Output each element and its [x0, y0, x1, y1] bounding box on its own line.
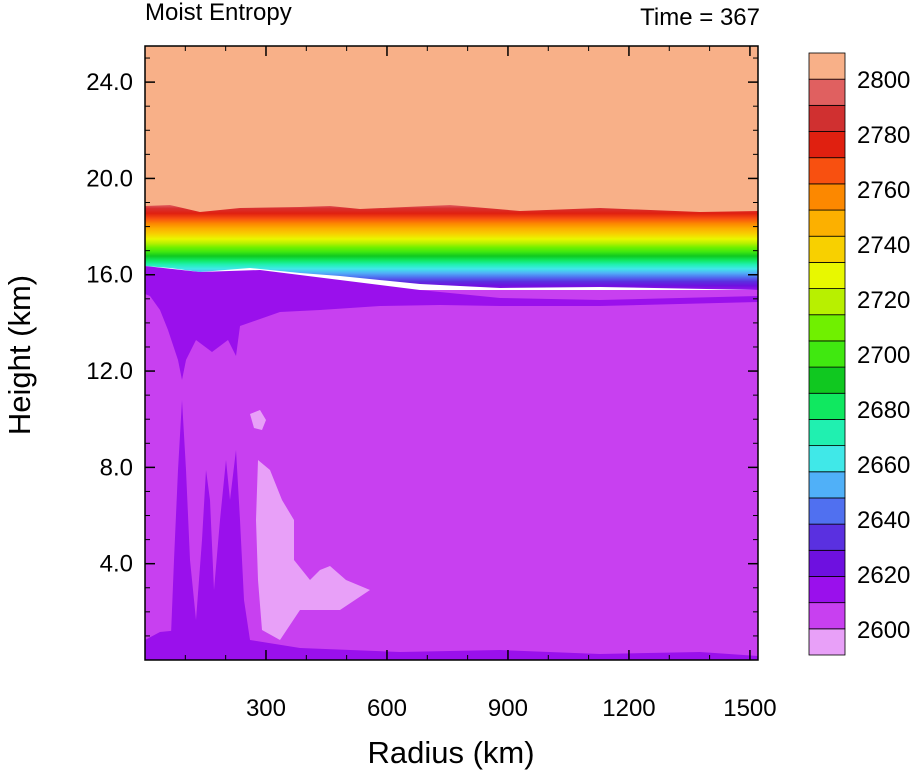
colorbar-label: 2680: [857, 397, 910, 424]
x-tick-label: 1200: [602, 695, 655, 722]
low-entropy-towers: [170, 400, 260, 660]
colorbar-swatch: [808, 314, 846, 342]
y-tick-label: 4.0: [100, 551, 133, 578]
y-axis-label: Height (km): [2, 275, 37, 435]
chart-title-left: Moist Entropy: [145, 0, 292, 26]
colorbar-swatch: [808, 602, 846, 630]
x-axis: 300 600 900 1200 1500: [184, 46, 777, 722]
entropy-gradient-band: [145, 205, 758, 290]
low-entropy-plume: [145, 266, 758, 380]
colorbar-swatch: [808, 340, 846, 368]
colorbar-swatch: [808, 445, 846, 473]
high-entropy-patch-upper: [250, 410, 266, 430]
y-tick-label: 16.0: [86, 262, 133, 289]
colorbar-swatch: [808, 497, 846, 525]
colorbar-label: 2720: [857, 287, 910, 314]
colorbar-label: 2800: [857, 67, 910, 94]
colorbar-swatch: [808, 209, 846, 237]
colorbar: 2600 2620 2640 2660 2680 2700 2720 2740 2760 2780…: [808, 52, 910, 656]
colorbar-label: 2760: [857, 177, 910, 204]
colorbar-swatch: [808, 628, 846, 656]
x-axis-label: Radius (km): [367, 735, 534, 770]
y-tick-label: 12.0: [86, 358, 133, 385]
y-tick-label: 20.0: [86, 165, 133, 192]
contour-field: [145, 46, 758, 660]
y-tick-label: 24.0: [86, 69, 133, 96]
troposphere-region: [145, 290, 758, 660]
x-tick-label: 900: [488, 695, 528, 722]
colorbar-swatch: [808, 288, 846, 316]
colorbar-label: 2700: [857, 342, 910, 369]
colorbar-swatch: [808, 419, 846, 447]
colorbar-swatch: [808, 131, 846, 159]
colorbar-swatch: [808, 549, 846, 577]
x-tick-label: 300: [246, 695, 286, 722]
plot-frame: [144, 45, 759, 661]
colorbar-swatch: [808, 392, 846, 420]
colorbar-label: 2660: [857, 452, 910, 479]
y-axis: 4.0 8.0 12.0 16.0 20.0 24.0: [86, 57, 758, 637]
chart-title-right: Time = 367: [640, 4, 760, 31]
colorbar-label: 2740: [857, 232, 910, 259]
high-entropy-patch: [256, 460, 370, 640]
colorbar-swatch: [808, 157, 846, 185]
colorbar-swatch: [808, 78, 846, 106]
colorbar-swatch: [808, 183, 846, 211]
x-tick-label: 1500: [723, 695, 776, 722]
surface-layer: [145, 628, 758, 660]
colorbar-swatch: [808, 523, 846, 551]
colorbar-label: 2600: [857, 617, 910, 644]
colorbar-swatch: [808, 576, 846, 604]
stratosphere-region: [145, 46, 758, 216]
colorbar-label: 2780: [857, 122, 910, 149]
colorbar-swatch: [808, 235, 846, 263]
colorbar-swatch: [808, 261, 846, 289]
y-tick-label: 8.0: [100, 454, 133, 481]
colorbar-swatch: [808, 52, 846, 80]
x-tick-label: 600: [367, 695, 407, 722]
colorbar-swatch: [808, 104, 846, 132]
colorbar-label: 2640: [857, 507, 910, 534]
colorbar-swatch: [808, 471, 846, 499]
colorbar-label: 2620: [857, 562, 910, 589]
colorbar-swatch: [808, 366, 846, 394]
